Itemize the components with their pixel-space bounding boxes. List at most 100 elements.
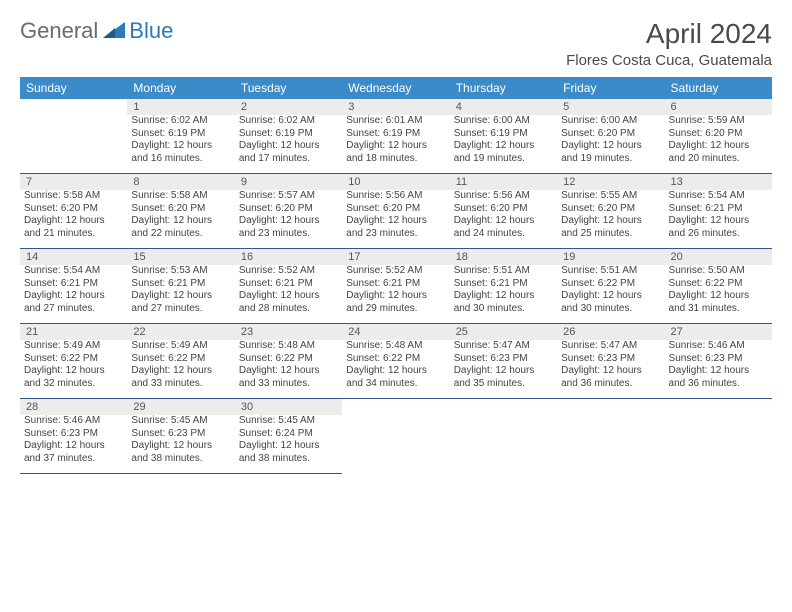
daylight-line: Daylight: 12 hours: [669, 365, 768, 378]
day-cell: Sunrise: 5:48 AMSunset: 6:22 PMDaylight:…: [235, 340, 342, 399]
daylight-line: Daylight: 12 hours: [454, 215, 553, 228]
sunset-line: Sunset: 6:20 PM: [346, 203, 445, 216]
sunset-line: Sunset: 6:22 PM: [24, 353, 123, 366]
day-cell: [342, 415, 449, 474]
daynum-row: 78910111213: [20, 174, 772, 191]
sunrise-line: Sunrise: 5:59 AM: [669, 115, 768, 128]
day-cell: Sunrise: 5:51 AMSunset: 6:21 PMDaylight:…: [450, 265, 557, 324]
day-number: 25: [450, 324, 557, 341]
day-number: [20, 99, 127, 115]
day-number: [342, 399, 449, 416]
sunrise-line: Sunrise: 5:47 AM: [561, 340, 660, 353]
week-row: Sunrise: 5:54 AMSunset: 6:21 PMDaylight:…: [20, 265, 772, 324]
brand-part1: General: [20, 18, 98, 44]
day-cell: Sunrise: 5:58 AMSunset: 6:20 PMDaylight:…: [20, 190, 127, 249]
day-number: 6: [665, 99, 772, 115]
week-row: Sunrise: 5:58 AMSunset: 6:20 PMDaylight:…: [20, 190, 772, 249]
daylight-line: Daylight: 12 hours: [454, 365, 553, 378]
daylight-line-2: and 27 minutes.: [24, 303, 123, 316]
day-cell: Sunrise: 5:46 AMSunset: 6:23 PMDaylight:…: [665, 340, 772, 399]
brand-sail-icon: [101, 20, 127, 40]
week-row: Sunrise: 5:46 AMSunset: 6:23 PMDaylight:…: [20, 415, 772, 474]
sunrise-line: Sunrise: 5:51 AM: [561, 265, 660, 278]
daylight-line: Daylight: 12 hours: [346, 215, 445, 228]
day-cell: [20, 115, 127, 174]
daylight-line-2: and 37 minutes.: [24, 453, 123, 466]
day-cell: Sunrise: 5:59 AMSunset: 6:20 PMDaylight:…: [665, 115, 772, 174]
sunset-line: Sunset: 6:22 PM: [346, 353, 445, 366]
daylight-line-2: and 36 minutes.: [669, 378, 768, 391]
sunrise-line: Sunrise: 5:54 AM: [669, 190, 768, 203]
sunset-line: Sunset: 6:22 PM: [239, 353, 338, 366]
sunset-line: Sunset: 6:19 PM: [454, 128, 553, 141]
daylight-line: Daylight: 12 hours: [239, 290, 338, 303]
day-number: 14: [20, 249, 127, 266]
sunset-line: Sunset: 6:19 PM: [346, 128, 445, 141]
day-cell: Sunrise: 5:58 AMSunset: 6:20 PMDaylight:…: [127, 190, 234, 249]
sunrise-line: Sunrise: 5:48 AM: [239, 340, 338, 353]
weekday-header: Monday: [127, 77, 234, 99]
daylight-line: Daylight: 12 hours: [454, 290, 553, 303]
weekday-header: Saturday: [665, 77, 772, 99]
sunrise-line: Sunrise: 6:02 AM: [131, 115, 230, 128]
daylight-line-2: and 21 minutes.: [24, 228, 123, 241]
daylight-line-2: and 32 minutes.: [24, 378, 123, 391]
day-number: 11: [450, 174, 557, 191]
day-cell: Sunrise: 5:49 AMSunset: 6:22 PMDaylight:…: [127, 340, 234, 399]
weekday-header: Thursday: [450, 77, 557, 99]
day-number: 2: [235, 99, 342, 115]
daylight-line: Daylight: 12 hours: [239, 365, 338, 378]
weekday-header: Wednesday: [342, 77, 449, 99]
daylight-line-2: and 16 minutes.: [131, 153, 230, 166]
day-number: [450, 399, 557, 416]
sunrise-line: Sunrise: 6:00 AM: [454, 115, 553, 128]
day-number: 5: [557, 99, 664, 115]
page-header: General Blue April 2024 Flores Costa Cuc…: [20, 18, 772, 69]
daylight-line: Daylight: 12 hours: [239, 440, 338, 453]
brand-part2: Blue: [129, 18, 173, 44]
day-number: 7: [20, 174, 127, 191]
sunset-line: Sunset: 6:22 PM: [669, 278, 768, 291]
sunset-line: Sunset: 6:21 PM: [454, 278, 553, 291]
daylight-line-2: and 30 minutes.: [561, 303, 660, 316]
day-number: 9: [235, 174, 342, 191]
sunset-line: Sunset: 6:23 PM: [131, 428, 230, 441]
sunrise-line: Sunrise: 5:52 AM: [346, 265, 445, 278]
day-cell: Sunrise: 5:46 AMSunset: 6:23 PMDaylight:…: [20, 415, 127, 474]
day-cell: [665, 415, 772, 474]
daylight-line: Daylight: 12 hours: [131, 290, 230, 303]
sunrise-line: Sunrise: 6:02 AM: [239, 115, 338, 128]
sunset-line: Sunset: 6:21 PM: [239, 278, 338, 291]
sunrise-line: Sunrise: 5:48 AM: [346, 340, 445, 353]
daylight-line: Daylight: 12 hours: [346, 140, 445, 153]
title-block: April 2024 Flores Costa Cuca, Guatemala: [566, 18, 772, 69]
sunset-line: Sunset: 6:21 PM: [669, 203, 768, 216]
day-number: 3: [342, 99, 449, 115]
sunset-line: Sunset: 6:23 PM: [561, 353, 660, 366]
day-number: 19: [557, 249, 664, 266]
day-cell: Sunrise: 5:57 AMSunset: 6:20 PMDaylight:…: [235, 190, 342, 249]
daylight-line-2: and 20 minutes.: [669, 153, 768, 166]
sunrise-line: Sunrise: 5:53 AM: [131, 265, 230, 278]
sunrise-line: Sunrise: 5:52 AM: [239, 265, 338, 278]
sunrise-line: Sunrise: 5:49 AM: [131, 340, 230, 353]
daylight-line: Daylight: 12 hours: [131, 365, 230, 378]
day-number: 20: [665, 249, 772, 266]
day-number: 26: [557, 324, 664, 341]
day-number: 24: [342, 324, 449, 341]
daylight-line: Daylight: 12 hours: [24, 365, 123, 378]
daylight-line: Daylight: 12 hours: [561, 365, 660, 378]
sunrise-line: Sunrise: 5:58 AM: [24, 190, 123, 203]
day-number: [557, 399, 664, 416]
weekday-header-row: SundayMondayTuesdayWednesdayThursdayFrid…: [20, 77, 772, 99]
sunset-line: Sunset: 6:21 PM: [131, 278, 230, 291]
sunrise-line: Sunrise: 5:45 AM: [131, 415, 230, 428]
sunset-line: Sunset: 6:20 PM: [131, 203, 230, 216]
day-cell: Sunrise: 5:54 AMSunset: 6:21 PMDaylight:…: [20, 265, 127, 324]
daylight-line: Daylight: 12 hours: [669, 140, 768, 153]
daylight-line: Daylight: 12 hours: [346, 290, 445, 303]
daylight-line-2: and 38 minutes.: [239, 453, 338, 466]
daynum-row: 282930: [20, 399, 772, 416]
day-number: 27: [665, 324, 772, 341]
location: Flores Costa Cuca, Guatemala: [566, 52, 772, 69]
